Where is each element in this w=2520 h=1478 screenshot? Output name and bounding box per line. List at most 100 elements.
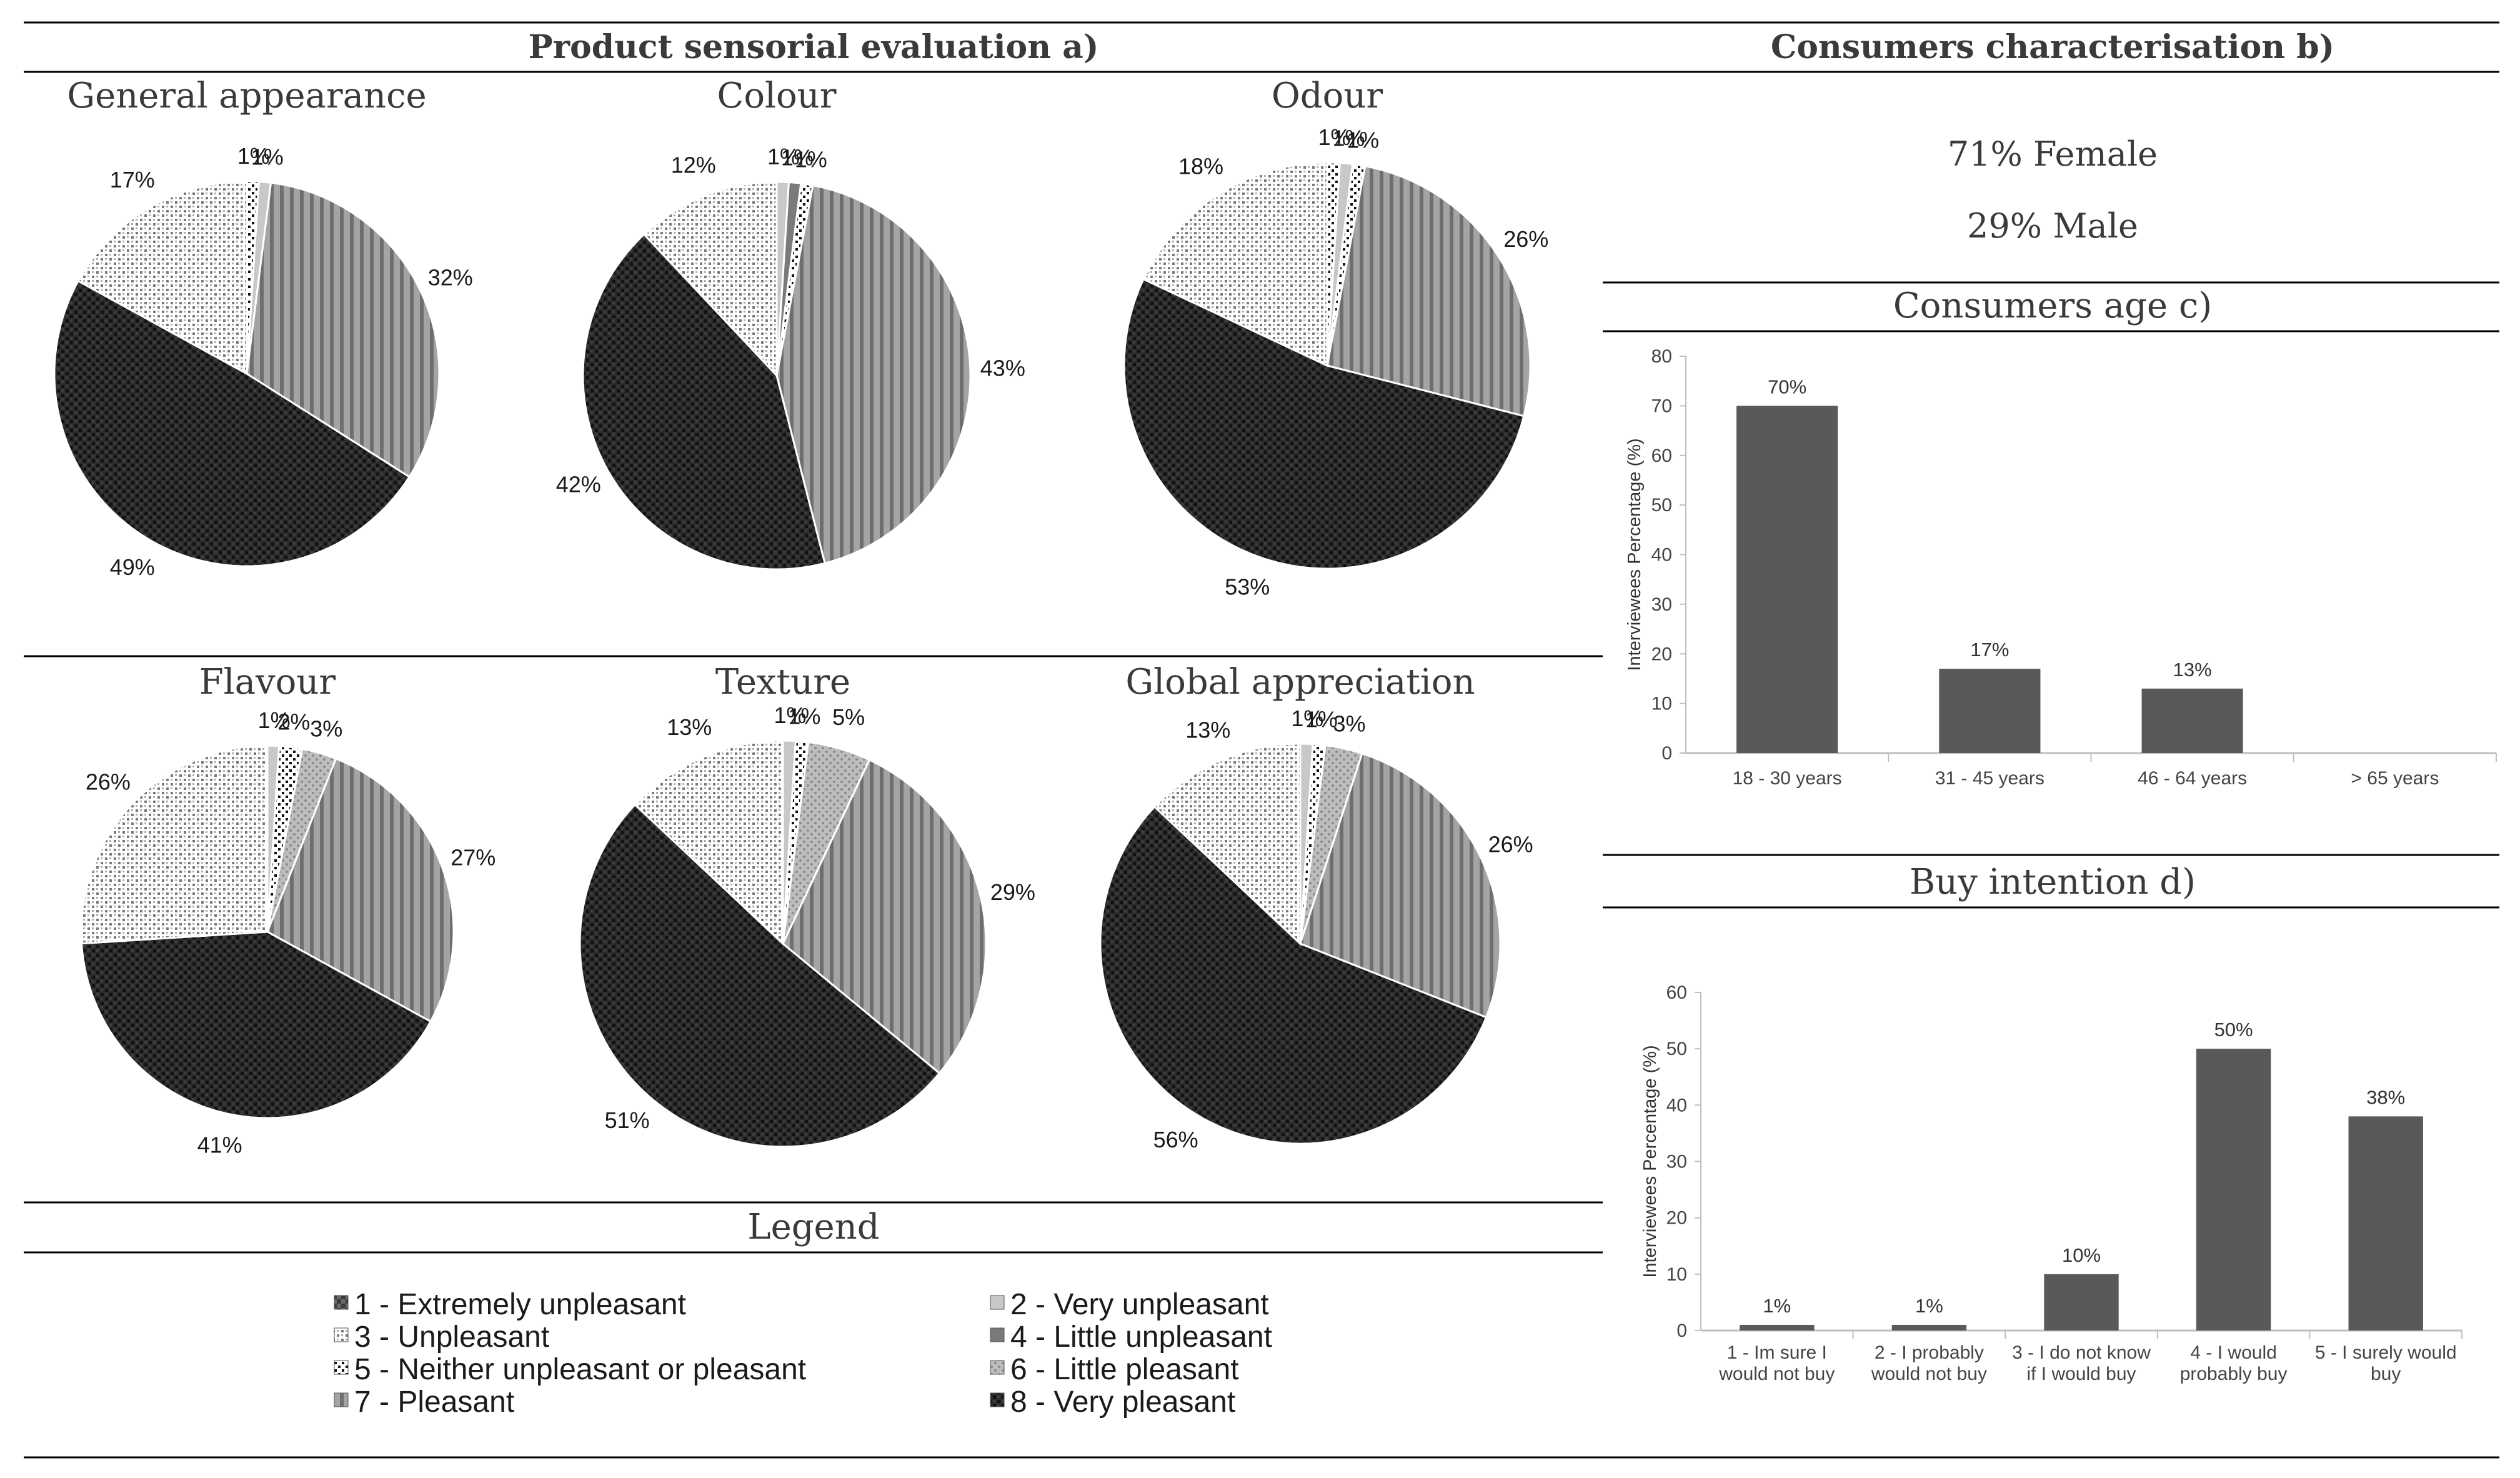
legend-label: 8 - Very pleasant (1010, 1386, 1235, 1419)
pie-slice-3 (642, 181, 778, 378)
male-share: 29% Male (1967, 206, 2138, 246)
x-tick-label: buy (2371, 1364, 2401, 1384)
y-tick-label: 50 (1651, 495, 1672, 516)
legend-item-4: 4 - Little unpleasant (990, 1321, 1272, 1354)
pie-slice-label: 3% (310, 716, 342, 741)
pie-slice-3 (1153, 742, 1302, 946)
section-lines (24, 21, 2499, 1459)
bar-value-label: 50% (2214, 1019, 2253, 1041)
bar-chart-buy-intention-d: Buy intention d) 0 10 20 30 40 50 60 1% 1 - Im su… (1640, 862, 2463, 1384)
legend-swatch (334, 1392, 349, 1407)
y-tick-label: 20 (1651, 644, 1672, 664)
x-tick-label: 4 - I would (2190, 1342, 2276, 1363)
x-tick-label: 46 - 64 years (2138, 768, 2247, 789)
pie-colour: Colour 1%1%1% 43% 42% 12% (556, 76, 1025, 571)
pie-slice-label: 1% (258, 707, 291, 733)
pie-slice-8 (582, 232, 826, 571)
pie-slice-label: 1% (237, 143, 270, 169)
pie-slice-8 (1123, 277, 1525, 570)
pie-slice-label: 1% (774, 702, 806, 728)
pie-title: Global appreciation (1125, 662, 1475, 702)
legend-label: 6 - Little pleasant (1010, 1353, 1239, 1386)
legend-swatch (990, 1392, 1005, 1407)
x-tick-label: would not buy (1718, 1364, 1835, 1384)
bar-chart-title: Consumers age c) (1893, 286, 2212, 326)
y-tick-label: 60 (1651, 446, 1672, 466)
pie-odour: Odour 1%1%1% 26% 53% 18% (1123, 76, 1548, 600)
legend-item-5: 5 - Neither unpleasant or pleasant (334, 1353, 806, 1386)
female-share: 71% Female (1948, 134, 2158, 174)
pie-slice-label: 56% (1153, 1127, 1198, 1152)
x-tick-label: probably buy (2180, 1364, 2288, 1384)
pie-slice-label: 1% (788, 704, 820, 729)
pie-title: Texture (715, 662, 850, 702)
bar (2196, 1049, 2271, 1331)
bar (2141, 688, 2243, 753)
pie-slice-3 (80, 744, 269, 945)
pie-slice-8 (53, 279, 411, 567)
legend-swatch (990, 1360, 1005, 1375)
bar-value-label: 17% (1970, 639, 2009, 661)
pie-slice-7 (782, 758, 987, 1075)
bar (1736, 406, 1838, 753)
y-tick-label: 40 (1651, 545, 1672, 566)
pie-slice-label: 32% (428, 265, 473, 291)
pie-slice-label: 13% (1185, 717, 1230, 743)
legend-swatch (990, 1327, 1005, 1342)
pie-general-appearance: General appearance 1%1% 32% 49% 17% (53, 76, 473, 580)
legend-item-2: 2 - Very unpleasant (990, 1288, 1269, 1321)
legend-label: 3 - Unpleasant (354, 1321, 549, 1354)
pie-slice-label: 12% (671, 152, 716, 177)
x-tick-label: 18 - 30 years (1733, 768, 1842, 789)
legend: 1 - Extremely unpleasant 2 - Very unpleas… (334, 1288, 1272, 1419)
x-tick-label: if I would buy (2026, 1364, 2136, 1384)
y-tick-label: 10 (1651, 694, 1672, 714)
pie-slice-label: 1% (1318, 124, 1350, 150)
pie-slice-label: 1% (1347, 127, 1379, 152)
pie-slice-label: 2% (277, 709, 310, 735)
bar-value-label: 13% (2173, 659, 2212, 681)
legend-label: 5 - Neither unpleasant or pleasant (354, 1353, 806, 1386)
y-tick-label: 40 (1666, 1095, 1687, 1116)
pie-slice-label: 42% (556, 471, 601, 497)
pie-slice-label: 26% (1488, 832, 1533, 857)
pie-slice-label: 43% (980, 356, 1025, 381)
characterisation-header: Consumers characterisation b) (1771, 28, 2334, 66)
y-tick-label: 0 (1661, 743, 1672, 764)
x-tick-label: 2 - I probably (1875, 1342, 1984, 1363)
pie-slice-label: 5% (832, 704, 865, 730)
bar (1891, 1324, 1967, 1331)
x-tick-label: 1 - Im sure I (1727, 1342, 1827, 1363)
bar (2044, 1274, 2119, 1331)
pie-slice-7 (775, 184, 972, 565)
pie-slice-7 (1299, 752, 1502, 1019)
bar-charts: Consumers age c) 0 10 20 30 40 50 60 70 80 70% 18 -… (1625, 286, 2497, 1384)
pie-charts: General appearance1%1%32%49%17%Colour1%1… (53, 76, 1548, 1158)
pie-slice-label: 27% (451, 844, 496, 870)
x-tick-label: > 65 years (2351, 768, 2439, 789)
legend-swatch (334, 1360, 349, 1375)
x-tick-label: 5 - I surely would (2315, 1342, 2457, 1363)
y-tick-label: 30 (1666, 1152, 1687, 1172)
pie-slice-label: 1% (1332, 126, 1365, 151)
legend-swatch (334, 1327, 349, 1342)
pie-title: Colour (717, 76, 836, 116)
legend-swatch (334, 1295, 349, 1310)
sensorial-header: Product sensorial evaluation a) (529, 28, 1099, 66)
bar-chart-title: Buy intention d) (1910, 862, 2196, 902)
pie-slice-label: 29% (990, 879, 1035, 905)
y-tick-label: 10 (1666, 1264, 1687, 1285)
legend-header: Legend (747, 1207, 879, 1247)
legend-label: 4 - Little unpleasant (1010, 1321, 1272, 1354)
pie-slice-3 (77, 180, 248, 376)
legend-item-8: 8 - Very pleasant (990, 1386, 1235, 1419)
pie-slice-label: 41% (197, 1132, 242, 1158)
bar-value-label: 1% (1915, 1295, 1943, 1317)
pie-slice-label: 1% (1305, 707, 1338, 732)
pie-slice-label: 3% (1333, 711, 1366, 737)
pie-slice-label: 51% (605, 1107, 650, 1133)
y-tick-label: 0 (1676, 1321, 1687, 1341)
pie-slice-label: 1% (767, 144, 800, 169)
